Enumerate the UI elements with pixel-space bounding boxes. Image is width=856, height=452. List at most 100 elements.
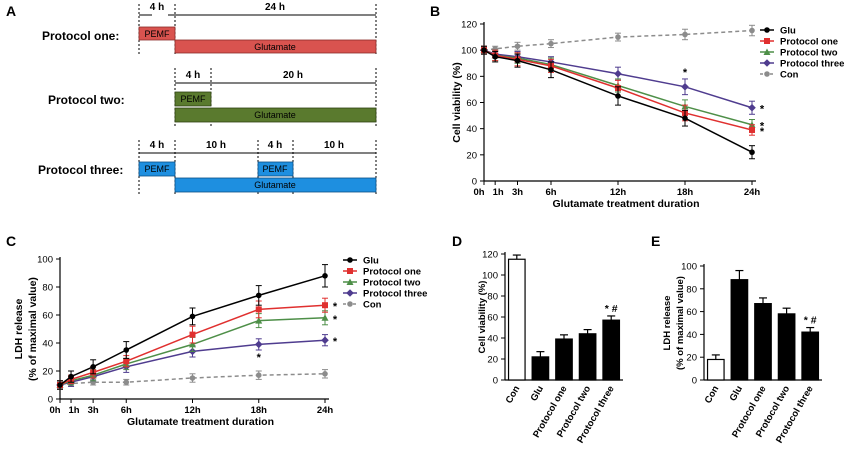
panel-d-letter: D xyxy=(452,233,462,249)
category-label: Con xyxy=(703,384,722,406)
significance-marker: * xyxy=(333,336,338,348)
data-point xyxy=(514,57,521,64)
data-point xyxy=(481,47,487,53)
legend-label: Protocol three xyxy=(363,289,427,300)
p1-pemf-bar xyxy=(138,26,176,41)
legend-item: Protocol two xyxy=(760,48,838,59)
data-point xyxy=(189,375,196,381)
x-tick-label: 24h xyxy=(317,405,334,416)
legend-label: Protocol two xyxy=(780,48,838,59)
legend-label: Protocol one xyxy=(780,37,838,48)
data-point xyxy=(255,292,262,299)
significance-marker-mid: * xyxy=(683,67,688,79)
y-tick-label: 100 xyxy=(482,271,498,282)
x-axis-title: Glutamate treatment duration xyxy=(127,416,274,428)
y-tick-label: 20 xyxy=(466,150,477,161)
y-tick-label: 0 xyxy=(692,376,697,387)
p2-pemf-bar xyxy=(174,91,212,107)
y-tick-label: 120 xyxy=(482,250,498,261)
significance-marker: * xyxy=(760,121,765,133)
data-point xyxy=(748,103,756,112)
p2-pemf-label: PEMF xyxy=(180,94,206,104)
p1-duration-2: 24 h xyxy=(265,2,285,13)
data-point xyxy=(123,347,130,353)
y-tick-label: 40 xyxy=(42,339,53,350)
significance-marker: * xyxy=(333,301,338,313)
data-point xyxy=(255,317,263,324)
legend-marker xyxy=(347,301,353,307)
x-tick-label: 12h xyxy=(610,187,627,198)
data-point xyxy=(123,358,130,365)
data-point xyxy=(255,306,262,313)
legend-item: Protocol two xyxy=(343,278,421,289)
p3-glutamate-bar xyxy=(174,177,377,193)
y-tick-label: 0 xyxy=(493,376,498,387)
chart-c: 0 20 40 60 80 100 0h 1h 3h 6h 12h 18h 24h Glutamate t… xyxy=(13,255,427,429)
legend-marker xyxy=(764,71,770,77)
y-tick-label: 60 xyxy=(42,311,53,322)
data-point xyxy=(322,302,328,309)
bar xyxy=(801,331,820,381)
panel-c-letter: C xyxy=(6,233,16,249)
bar xyxy=(777,313,796,381)
y-tick-label: 80 xyxy=(42,283,53,294)
y-tick-label: 60 xyxy=(466,98,477,109)
y-tick-label: 40 xyxy=(466,124,477,135)
x-tick-label: 1h xyxy=(68,405,79,416)
significance-marker: * xyxy=(760,126,765,138)
x-tick-label: 18h xyxy=(251,405,268,416)
legend-item: Protocol one xyxy=(343,267,421,278)
p3-duration-3: 4 h xyxy=(268,140,282,151)
series-con xyxy=(481,24,755,54)
y-axis-title: Cell viability (%) xyxy=(477,281,488,354)
p3-duration-2: 10 h xyxy=(206,140,226,151)
x-tick-label: 3h xyxy=(512,187,523,198)
x-tick-label: 18h xyxy=(677,187,694,198)
significance-marker: * # xyxy=(804,315,817,327)
p1-pemf-label: PEMF xyxy=(144,29,170,39)
legend-item: Glu xyxy=(343,256,379,267)
y-axis-title-2: (% of maximal value) xyxy=(675,276,686,370)
p2-duration-2: 20 h xyxy=(283,70,303,81)
panel-a-letter: A xyxy=(6,3,16,19)
x-axis-title: Glutamate treatment duration xyxy=(552,198,699,210)
y-tick-label: 80 xyxy=(487,292,498,303)
data-point xyxy=(492,53,498,60)
y-axis-title-2: (% of maximal value) xyxy=(27,277,39,381)
chart-e: 0 20 40 60 80 100 LDH release (% of maximal val… xyxy=(662,262,822,445)
legend-marker xyxy=(764,27,770,33)
significance-marker: * xyxy=(760,104,765,116)
data-point xyxy=(514,43,521,50)
legend-item: Con xyxy=(343,300,382,311)
data-point xyxy=(615,34,621,40)
y-tick-label: 60 xyxy=(487,313,498,324)
y-tick-label: 100 xyxy=(37,255,53,266)
data-point xyxy=(749,149,755,156)
p3-duration-1: 4 h xyxy=(150,140,164,151)
legend-item: Protocol one xyxy=(760,37,838,48)
p1-glutamate-label: Glutamate xyxy=(254,42,296,52)
data-point xyxy=(614,69,622,78)
y-tick-label: 40 xyxy=(487,334,498,345)
bar xyxy=(602,319,621,381)
data-point xyxy=(548,40,554,47)
data-point xyxy=(322,371,328,377)
x-tick-label: 6h xyxy=(545,187,556,198)
series-glu xyxy=(57,264,328,390)
legend-label: Con xyxy=(780,70,799,81)
legend-label: Con xyxy=(363,300,382,311)
data-point xyxy=(322,273,328,279)
legend-item: Con xyxy=(760,70,799,81)
x-tick-label: 3h xyxy=(88,405,99,416)
data-point xyxy=(749,126,755,133)
bar xyxy=(507,258,526,381)
x-tick-label: 6h xyxy=(121,405,132,416)
p3-glutamate-label: Glutamate xyxy=(254,180,296,190)
data-point xyxy=(254,340,263,349)
x-tick-label: 0h xyxy=(49,405,60,416)
p1-glutamate-bar xyxy=(174,39,377,54)
y-tick-label: 80 xyxy=(686,284,697,295)
y-axis-title: LDH release xyxy=(662,296,673,351)
data-point xyxy=(90,364,96,370)
